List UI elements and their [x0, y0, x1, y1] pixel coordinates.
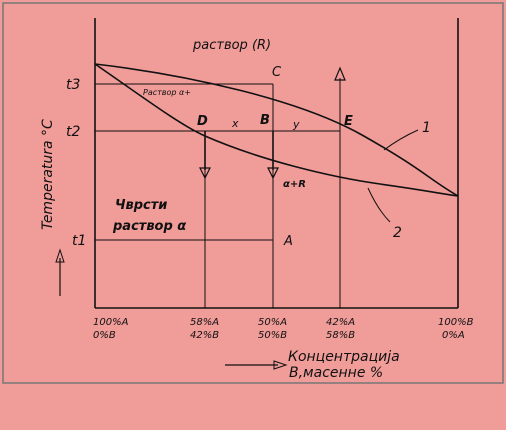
y-axis-label: Temperatura °C [40, 119, 56, 230]
x-tick-0-top: 100%A [93, 317, 129, 328]
t1-label: t1 [72, 233, 86, 249]
point-C: C [272, 65, 282, 80]
x-tick-4-bottom: 0%A [442, 330, 465, 341]
arrow-down-D [199, 167, 211, 180]
arrow-up-E [334, 66, 346, 81]
solidus-curve [94, 63, 459, 197]
x-tick-1-bottom: 42%B [190, 330, 219, 341]
x-tick-0-bottom: 0%B [93, 330, 116, 341]
mix-label: α+R [283, 179, 306, 190]
t2-label: t2 [66, 124, 80, 140]
region-mixed-label: Раствор α+ [143, 88, 191, 97]
region-solid-label-2: раствор α [112, 219, 186, 234]
region-liquid-label: раствор (R) [192, 38, 271, 53]
x-tick-1-top: 58%A [190, 317, 219, 328]
point-y: y [292, 118, 300, 131]
x-axis-label-1: Концентрација [288, 349, 400, 365]
y-label-arrowhead [55, 248, 65, 263]
liquidus-curve [94, 63, 459, 197]
point-E: E [344, 114, 353, 129]
x-tick-3-bottom: 58%B [326, 330, 355, 341]
x-tick-4-top: 100%B [438, 317, 474, 328]
t3-label: t3 [66, 77, 80, 93]
x-tick-2-bottom: 50%B [258, 330, 287, 341]
point-x: x [231, 117, 239, 130]
region-solid-label-1: Чврсти [115, 198, 167, 213]
x-tick-3-top: 42%A [326, 317, 355, 328]
point-D: D [197, 114, 208, 129]
x-axis-label-2: B,масенне % [289, 365, 383, 381]
arrow-down-B [267, 167, 279, 180]
leader-2 [367, 187, 391, 223]
x-tick-2-top: 50%A [258, 317, 287, 328]
curve-label-2: 2 [393, 225, 402, 241]
x-label-arrowhead [273, 360, 288, 370]
point-B: B [260, 113, 270, 128]
leader-1 [383, 129, 419, 151]
outer-frame [2, 2, 504, 384]
curve-label-1: 1 [422, 120, 431, 136]
point-A: A [283, 234, 293, 249]
